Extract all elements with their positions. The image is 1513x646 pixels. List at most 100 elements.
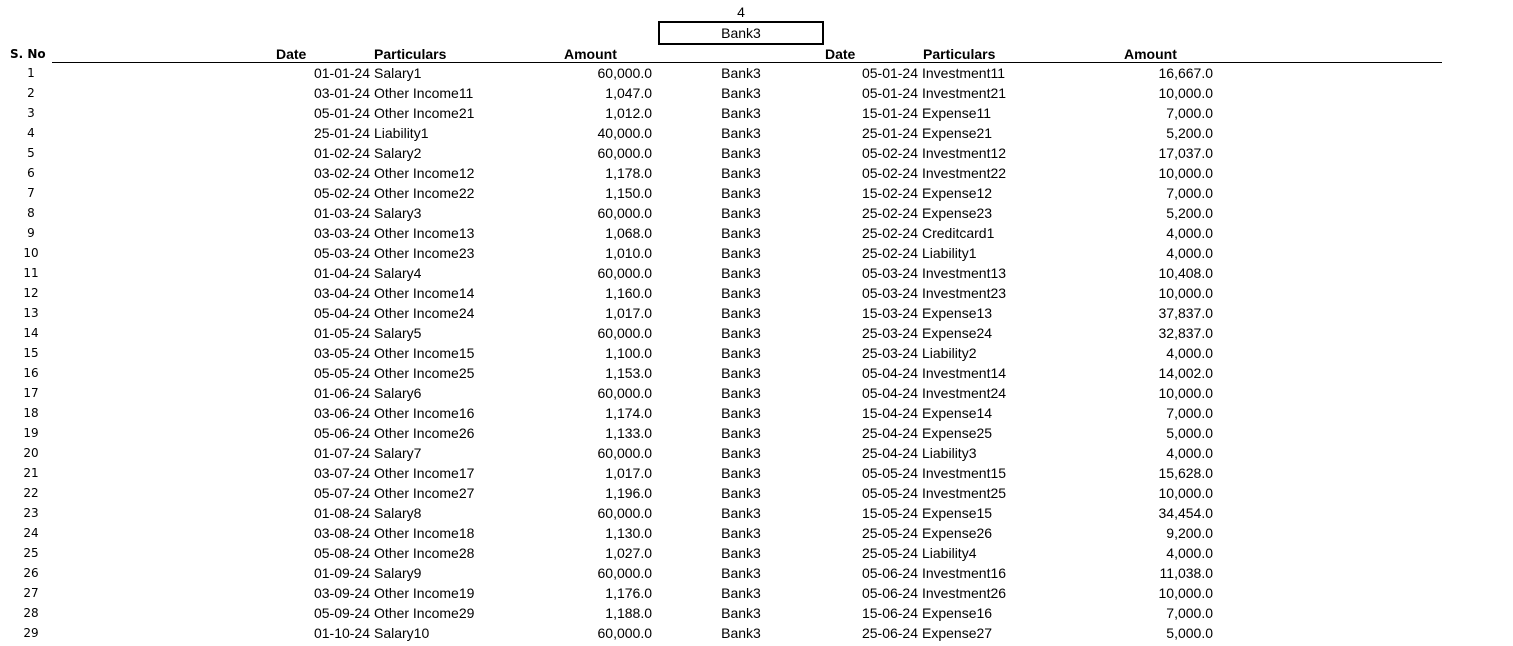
payment-date-cell[interactable]: 15-02-24 [861,185,918,201]
payment-amount-cell[interactable]: 9,200.0 [1166,525,1213,541]
row-sno-cell[interactable]: 9 [27,226,35,240]
receipt-amount-cell[interactable]: 1,133.0 [605,425,652,441]
bank-cell[interactable]: Bank3 [721,85,761,101]
payment-particulars-cell[interactable]: Expense23 [922,205,993,221]
receipt-date-cell[interactable]: 05-07-24 [313,485,370,501]
bank-cell[interactable]: Bank3 [721,485,761,501]
payment-date-cell[interactable]: 25-04-24 [861,425,918,441]
payment-date-cell[interactable]: 25-06-24 [861,625,918,641]
receipt-date-cell[interactable]: 03-09-24 [313,585,370,601]
row-sno-cell[interactable]: 21 [23,466,39,480]
payment-date-cell[interactable]: 25-05-24 [861,525,918,541]
payment-date-cell[interactable]: 25-03-24 [861,345,918,361]
receipt-amount-cell[interactable]: 1,010.0 [605,245,652,261]
receipt-date-cell[interactable]: 05-02-24 [313,185,370,201]
receipt-amount-cell[interactable]: 1,178.0 [605,165,652,181]
row-sno-cell[interactable]: 28 [23,606,39,620]
payment-date-cell[interactable]: 25-02-24 [861,245,918,261]
bank-cell[interactable]: Bank3 [721,445,761,461]
payment-date-cell[interactable]: 05-04-24 [861,365,918,381]
row-sno-cell[interactable]: 19 [23,426,39,440]
row-sno-cell[interactable]: 8 [27,206,35,220]
receipt-date-cell[interactable]: 01-10-24 [313,625,370,641]
bank-cell[interactable]: Bank3 [721,325,761,341]
payment-amount-cell[interactable]: 10,000.0 [1158,385,1214,401]
receipt-amount-cell[interactable]: 1,017.0 [605,305,652,321]
payment-date-cell[interactable]: 05-03-24 [861,265,918,281]
bank-cell[interactable]: Bank3 [721,205,761,221]
payment-date-cell[interactable]: 05-02-24 [861,165,918,181]
payment-date-cell[interactable]: 05-01-24 [861,85,918,101]
receipt-date-cell[interactable]: 03-08-24 [313,525,370,541]
row-sno-cell[interactable]: 3 [27,106,35,120]
receipt-date-cell[interactable]: 05-08-24 [313,545,370,561]
row-sno-cell[interactable]: 16 [23,366,39,380]
payment-particulars-cell[interactable]: Investment23 [922,285,1007,301]
bank-cell[interactable]: Bank3 [721,365,761,381]
payment-particulars-cell[interactable]: Liability1 [922,245,977,261]
payment-particulars-cell[interactable]: Investment13 [922,265,1007,281]
bank-cell[interactable]: Bank3 [721,305,761,321]
bank-cell[interactable]: Bank3 [721,425,761,441]
receipt-amount-cell[interactable]: 1,012.0 [605,105,652,121]
row-sno-cell[interactable]: 26 [23,566,39,580]
payment-amount-cell[interactable]: 5,200.0 [1166,125,1213,141]
payment-date-cell[interactable]: 25-02-24 [861,225,918,241]
payment-amount-cell[interactable]: 4,000.0 [1166,225,1213,241]
receipt-amount-cell[interactable]: 1,130.0 [605,525,652,541]
receipt-date-cell[interactable]: 03-03-24 [313,225,370,241]
bank-cell[interactable]: Bank3 [721,265,761,281]
bank-title-cell[interactable]: Bank3 [658,21,824,45]
bank-cell[interactable]: Bank3 [721,345,761,361]
row-sno-cell[interactable]: 13 [23,306,39,320]
payment-amount-cell[interactable]: 5,000.0 [1166,625,1213,641]
payment-particulars-cell[interactable]: Investment11 [922,65,1006,81]
receipt-date-cell[interactable]: 03-02-24 [313,165,370,181]
receipt-particulars-cell[interactable]: Salary8 [374,505,422,521]
receipt-particulars-cell[interactable]: Other Income21 [374,105,475,121]
receipt-date-cell[interactable]: 01-04-24 [313,265,370,281]
bank-cell[interactable]: Bank3 [721,225,761,241]
receipt-amount-cell[interactable]: 60,000.0 [597,265,653,281]
row-sno-cell[interactable]: 7 [27,186,35,200]
payment-particulars-cell[interactable]: Liability2 [922,345,977,361]
row-sno-cell[interactable]: 22 [23,486,39,500]
payment-particulars-cell[interactable]: Liability3 [922,445,977,461]
receipt-date-cell[interactable]: 05-01-24 [313,105,370,121]
receipt-particulars-cell[interactable]: Salary9 [374,565,422,581]
row-sno-cell[interactable]: 5 [27,146,35,160]
payment-particulars-cell[interactable]: Expense21 [922,125,993,141]
payment-date-cell[interactable]: 05-02-24 [861,145,918,161]
receipt-amount-cell[interactable]: 60,000.0 [597,325,653,341]
payment-amount-cell[interactable]: 11,038.0 [1159,565,1213,581]
payment-date-cell[interactable]: 15-01-24 [861,105,918,121]
receipt-amount-cell[interactable]: 1,153.0 [605,365,652,381]
payment-particulars-cell[interactable]: Expense16 [922,605,993,621]
receipt-amount-cell[interactable]: 60,000.0 [597,205,653,221]
bank-cell[interactable]: Bank3 [721,385,761,401]
receipt-particulars-cell[interactable]: Other Income28 [374,545,475,561]
payment-particulars-cell[interactable]: Expense14 [922,405,993,421]
row-sno-cell[interactable]: 25 [23,546,39,560]
payment-date-cell[interactable]: 05-06-24 [861,585,918,601]
payment-amount-cell[interactable]: 10,000.0 [1158,165,1214,181]
payment-amount-cell[interactable]: 5,200.0 [1166,205,1213,221]
payment-date-cell[interactable]: 25-02-24 [861,205,918,221]
receipt-particulars-cell[interactable]: Other Income16 [374,405,475,421]
receipt-date-cell[interactable]: 05-06-24 [313,425,370,441]
receipt-date-cell[interactable]: 03-01-24 [313,85,370,101]
payment-particulars-cell[interactable]: Investment15 [922,465,1007,481]
receipt-particulars-cell[interactable]: Salary10 [374,625,430,641]
receipt-date-cell[interactable]: 03-05-24 [313,345,370,361]
payment-particulars-cell[interactable]: Investment21 [922,85,1007,101]
payment-particulars-cell[interactable]: Investment26 [922,585,1007,601]
payment-date-cell[interactable]: 05-03-24 [861,285,918,301]
receipt-particulars-cell[interactable]: Other Income25 [374,365,475,381]
payment-particulars-cell[interactable]: Expense27 [922,625,993,641]
receipt-amount-cell[interactable]: 1,068.0 [605,225,652,241]
payment-particulars-cell[interactable]: Expense15 [922,505,993,521]
receipt-amount-cell[interactable]: 1,174.0 [605,405,652,421]
payment-amount-cell[interactable]: 4,000.0 [1166,345,1213,361]
receipt-date-cell[interactable]: 03-06-24 [313,405,370,421]
row-sno-cell[interactable]: 20 [23,446,39,460]
